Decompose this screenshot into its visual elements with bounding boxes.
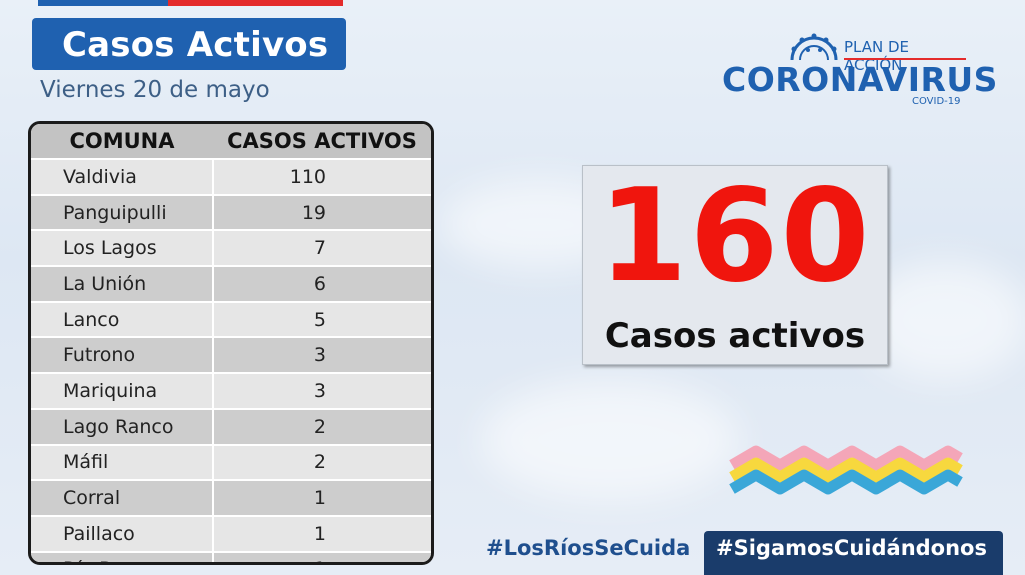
table-row: Futrono 3 xyxy=(31,336,431,374)
region-waves-graphic xyxy=(729,445,963,495)
hashtag-banner xyxy=(704,531,1003,575)
casos-cell: 1 xyxy=(213,514,431,552)
comuna-cell: Panguipulli xyxy=(31,193,214,231)
comuna-cell: Lanco xyxy=(31,300,214,338)
casos-cell: 3 xyxy=(213,372,431,409)
casos-cell: 2 xyxy=(213,407,431,445)
report-date: Viernes 20 de mayo xyxy=(40,77,270,103)
comuna-cell: Río Bueno xyxy=(31,550,214,562)
casos-cell: 1 xyxy=(213,550,431,562)
logo-plan-text: PLAN DE ACCIÓN xyxy=(844,38,910,74)
hashtag-sigamos: #SigamosCuidándonos xyxy=(716,536,987,560)
column-header-comuna: COMUNA xyxy=(31,124,213,160)
casos-cell: 7 xyxy=(213,229,431,267)
coronavirus-plan-logo: PLAN DE ACCIÓN CORONAVIRUS COVID-19 xyxy=(722,30,997,110)
comuna-cell: Lago Ranco xyxy=(31,407,214,445)
total-cases-label: Casos activos xyxy=(604,316,866,356)
virus-icon xyxy=(790,33,838,61)
total-cases-number: 160 xyxy=(598,162,872,311)
comuna-cell: Los Lagos xyxy=(31,229,214,267)
table-row: Río Bueno 1 xyxy=(31,550,431,562)
comuna-cell: Corral xyxy=(31,479,214,516)
table-header-row: COMUNA CASOS ACTIVOS xyxy=(31,124,431,160)
title-banner xyxy=(32,18,346,70)
casos-cell: 110 xyxy=(213,158,431,195)
table-row: Corral 1 xyxy=(31,479,431,516)
table-row: Valdivia 110 xyxy=(31,158,431,195)
column-header-casos: CASOS ACTIVOS xyxy=(213,124,431,160)
casos-cell: 2 xyxy=(213,443,431,481)
cases-table: COMUNA CASOS ACTIVOS Valdivia 110 Pangui… xyxy=(28,121,434,565)
casos-cell: 1 xyxy=(213,479,431,516)
comuna-cell: Futrono xyxy=(31,336,214,374)
comuna-cell: Mariquina xyxy=(31,372,214,409)
table-row: Mariquina 3 xyxy=(31,372,431,409)
logo-subtitle: COVID-19 xyxy=(912,96,961,107)
top-color-bar xyxy=(38,0,343,6)
total-cases-card: 160 Casos activos xyxy=(582,165,888,365)
casos-cell: 5 xyxy=(213,300,431,338)
casos-cell: 3 xyxy=(213,336,431,374)
comuna-cell: Paillaco xyxy=(31,514,214,552)
table-row: Lago Ranco 2 xyxy=(31,407,431,445)
comuna-cell: Valdivia xyxy=(31,158,214,195)
background-cloud xyxy=(480,380,740,500)
table-row: Máfil 2 xyxy=(31,443,431,481)
casos-cell: 6 xyxy=(213,265,431,302)
hashtag-los-rios: #LosRíosSeCuida xyxy=(486,536,691,560)
logo-underline xyxy=(844,58,966,60)
table-row: Paillaco 1 xyxy=(31,514,431,552)
table-row: La Unión 6 xyxy=(31,265,431,302)
comuna-cell: Máfil xyxy=(31,443,214,481)
table-row: Lanco 5 xyxy=(31,300,431,338)
logo-name: CORONAVIRUS xyxy=(722,60,998,99)
page-title: Casos Activos xyxy=(62,25,329,65)
table-row: Panguipulli 19 xyxy=(31,193,431,231)
table-row: Los Lagos 7 xyxy=(31,229,431,267)
casos-cell: 19 xyxy=(213,193,431,231)
comuna-cell: La Unión xyxy=(31,265,214,302)
